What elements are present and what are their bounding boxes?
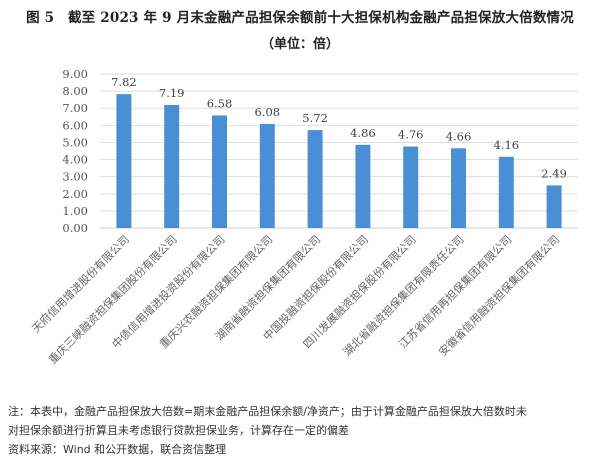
y-tick-label: 7.00: [62, 101, 88, 115]
y-tick-label: 5.00: [62, 135, 88, 149]
bar: [212, 115, 227, 228]
chart-title: 图 5 截至 2023 年 9 月末金融产品担保余额前十大担保机构金融产品担保放…: [26, 10, 574, 26]
value-label: 2.49: [541, 166, 567, 180]
category-labels: 天府信用增进股份有限公司重庆三峡融资担保集团股份有限公司中债信用增进投资股份有限…: [29, 232, 562, 366]
category-label: 天府信用增进股份有限公司: [29, 232, 132, 335]
y-tick-label: 2.00: [62, 187, 88, 201]
value-label: 4.16: [493, 138, 519, 152]
y-tick-label: 6.00: [62, 118, 88, 132]
value-label: 6.58: [207, 96, 233, 110]
y-tick-label: 1.00: [62, 204, 88, 218]
value-label: 7.19: [159, 86, 185, 100]
y-axis-ticks: 0.00 1.00 2.00 3.00 4.00 5.00 6.00 7.00 8.00 9.00: [62, 67, 88, 235]
y-tick-label: 0.00: [62, 221, 88, 235]
bar: [116, 94, 132, 229]
bar: [259, 123, 275, 228]
bar: [546, 185, 562, 228]
value-label: 5.72: [302, 111, 328, 125]
bar: [307, 130, 323, 228]
bar: [164, 104, 180, 228]
bar-chart: 0.00 1.00 2.00 3.00 4.00 5.00 6.00 7.00 8.00 9.00…: [29, 67, 578, 367]
gridlines: [100, 73, 578, 229]
source-line: 资料来源：Wind 和公开数据，联合资信整理: [8, 443, 227, 456]
value-label: 6.08: [254, 105, 280, 119]
note-line-1: 注：本表中，金融产品担保放大倍数=期末金融产品担保余额/净资产；由于计算金融产品…: [8, 405, 527, 418]
bar: [403, 146, 419, 228]
value-label: 4.66: [446, 129, 472, 143]
y-tick-label: 8.00: [62, 84, 88, 98]
value-labels: 7.82 7.19 6.58 6.08 5.72 4.86 4.76 4.66 4.16 2.49: [111, 75, 567, 180]
value-label: 4.76: [398, 128, 424, 142]
y-tick-label: 3.00: [62, 170, 88, 184]
bar: [498, 156, 514, 228]
footnotes: 注：本表中，金融产品担保放大倍数=期末金融产品担保余额/净资产；由于计算金融产品…: [8, 402, 598, 459]
value-label: 7.82: [111, 75, 137, 89]
y-tick-label: 9.00: [62, 67, 88, 81]
value-label: 4.86: [350, 126, 376, 140]
bar: [451, 148, 466, 228]
chart-subtitle: （单位：倍）: [260, 37, 339, 52]
note-line-2: 对担保余额进行折算且未考虑银行贷款担保业务，计算存在一定的偏差: [8, 424, 349, 437]
bar: [355, 144, 371, 228]
bars: [116, 94, 562, 229]
y-tick-label: 4.00: [62, 153, 88, 167]
